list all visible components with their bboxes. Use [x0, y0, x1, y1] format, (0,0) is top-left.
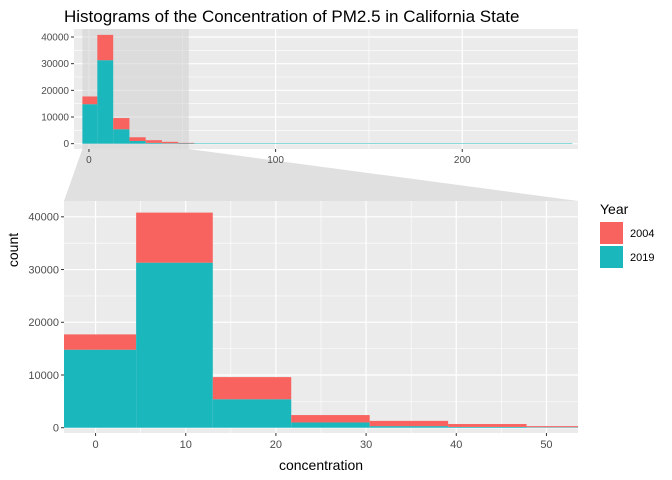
zoom-bar-2019 — [212, 399, 292, 428]
zoom-x-tick-label: 20 — [270, 439, 282, 451]
overview-y-tick-label: 0 — [63, 139, 69, 150]
overview-bar-2019 — [82, 104, 98, 144]
overview-bar-2004 — [178, 142, 195, 144]
overview-bar-2019 — [161, 143, 179, 144]
zoom-y-tick-label: 30000 — [28, 264, 59, 276]
zoom-bar-2019 — [448, 426, 527, 428]
zoom-bar-2019 — [605, 427, 672, 428]
legend-label-2019: 2019 — [630, 252, 654, 264]
zoom-connector-shape — [64, 149, 578, 201]
zoom-bar-2004 — [526, 426, 578, 428]
x-axis-label: concentration — [279, 457, 363, 473]
zoom-bar-2004 — [369, 420, 449, 427]
zoom-x-tick-label: 40 — [450, 439, 462, 451]
zoom-y-tick-label: 10000 — [28, 370, 59, 382]
zoom-connector — [64, 149, 578, 201]
overview-y-tick-label: 30000 — [41, 59, 69, 70]
zoom-x-tick-label: 10 — [180, 439, 192, 451]
overview-bar-2019 — [194, 143, 573, 144]
chart-title: Histograms of the Concentration of PM2.5… — [64, 7, 519, 26]
overview-y-tick-label: 10000 — [41, 113, 69, 124]
y-axis-label: count — [5, 233, 21, 267]
legend-title: Year — [600, 201, 629, 217]
zoom-bar-2004 — [212, 377, 292, 400]
legend-swatch-2019 — [600, 246, 623, 268]
overview-bar-2019 — [129, 141, 146, 144]
overview-panel: 0 10000 20000 30000 40000 0 100 200 — [41, 29, 578, 166]
legend-label-2004: 2004 — [630, 228, 654, 240]
zoom-bar-2019 — [64, 349, 137, 428]
overview-x-tick-label: 0 — [86, 155, 92, 166]
zoom-bar-2019 — [526, 427, 578, 428]
overview-bar-2004 — [145, 140, 162, 143]
overview-bar-2004 — [113, 118, 130, 130]
overview-y-tick-label: 40000 — [41, 33, 69, 44]
overview-bar-2004 — [129, 137, 146, 141]
zoom-bar-2019 — [291, 422, 370, 428]
zoom-y-tick-label: 0 — [53, 423, 59, 435]
zoom-bar-2004 — [64, 334, 137, 350]
overview-x-tick-label: 100 — [267, 155, 284, 166]
zoom-panel: 0 10000 20000 30000 40000 0 10 20 30 40 50 — [28, 201, 672, 451]
legend-swatch-2004 — [600, 222, 623, 244]
zoom-bar-2019 — [369, 426, 449, 428]
overview-y-tick-label: 20000 — [41, 86, 69, 97]
zoom-bar-2004 — [136, 212, 213, 263]
zoom-x-tick-label: 0 — [92, 439, 98, 451]
zoom-bar-2004 — [448, 424, 527, 427]
overview-bar-2019 — [178, 143, 195, 144]
overview-bar-2019 — [97, 60, 114, 144]
overview-bar-2019 — [145, 142, 162, 144]
overview-bar-2004 — [82, 96, 98, 105]
overview-bar-2004 — [161, 141, 179, 144]
zoom-y-tick-label: 40000 — [28, 212, 59, 224]
zoom-x-tick-label: 50 — [540, 439, 552, 451]
zoom-x-tick-label: 30 — [360, 439, 372, 451]
zoom-bars — [64, 212, 672, 428]
overview-bar-2019 — [113, 129, 130, 144]
zoom-bar-2004 — [291, 415, 370, 423]
overview-bars — [82, 34, 573, 144]
overview-bar-2004 — [97, 34, 114, 61]
zoom-bar-2019 — [136, 262, 213, 428]
zoom-y-tick-label: 20000 — [28, 317, 59, 329]
overview-x-tick-label: 200 — [454, 155, 471, 166]
